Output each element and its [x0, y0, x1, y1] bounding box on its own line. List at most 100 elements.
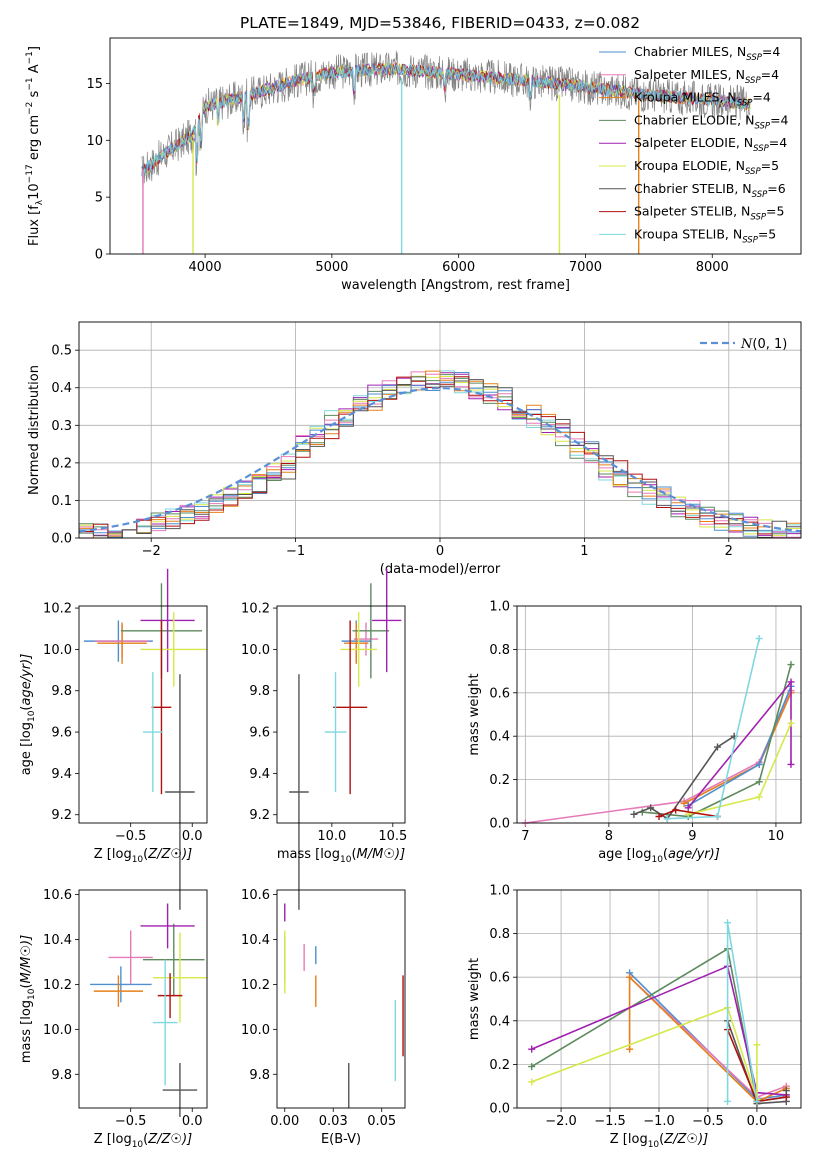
label-part: SSP — [742, 235, 758, 245]
label-part: age/yr)] — [19, 654, 34, 706]
weight-marker — [724, 1097, 732, 1105]
weight-marker — [755, 760, 763, 768]
label-part: =4 — [770, 112, 788, 127]
label-part: −1 — [25, 77, 35, 90]
y-tick-label: 9.8 — [249, 1068, 270, 1083]
weight-marker — [782, 1087, 790, 1095]
x-tick-label: 6000 — [442, 260, 475, 275]
label-part: =4 — [752, 90, 770, 105]
y-tick-label: 10.6 — [43, 888, 72, 903]
label-part: age [log — [598, 847, 651, 862]
weight-marker — [753, 1097, 761, 1105]
label-part: 10 — [132, 855, 144, 865]
y-tick-label: 9.6 — [249, 726, 270, 741]
mass_vs_Z-axes: −0.5 0.0 9.8 10.0 10.2 10.4 10.6 — [43, 888, 203, 1129]
residuals-axes: −2 −1 0 1 2 0.0 0.1 0.2 0.3 0.4 0.5 — [51, 322, 801, 559]
y-tick-label: 0.8 — [489, 643, 510, 658]
y-tick-label: 15 — [86, 77, 103, 92]
label-part: =5 — [758, 226, 776, 241]
histogram-steps — [79, 376, 801, 539]
y-tick-label: 10.0 — [43, 1023, 72, 1038]
legend-label: Salpeter STELIB, NSSP=5 — [634, 204, 784, 223]
age_vs_Z-xlabel: Z [log10(Z/Z☉)] — [94, 847, 192, 865]
label-part: 10 — [648, 1140, 660, 1150]
spectrum-ylabel: Flux [fλ10−17 erg cm−2 s−1 A−1] — [25, 46, 45, 246]
x-tick-label: 10 — [768, 829, 785, 844]
spectrum-axes: 4000 5000 6000 7000 8000 0 5 10 15 — [86, 77, 728, 275]
normal-curve — [78, 386, 802, 533]
y-tick-label: 9.2 — [51, 808, 72, 823]
x-tick-label: −0.5 — [115, 1114, 147, 1129]
y-tick-label: 0.6 — [489, 686, 510, 701]
legend-label: Chabrier STELIB, NSSP=6 — [634, 181, 786, 200]
weight-line — [525, 690, 792, 824]
x-tick-label: 0.0 — [182, 1114, 203, 1129]
label-part: age/yr)] — [668, 847, 720, 862]
legend-label: Salpeter MILES, NSSP=4 — [634, 67, 779, 86]
weight-marker — [713, 743, 721, 751]
x-tick-label: 0.00 — [270, 1114, 299, 1129]
y-tick-label: 9.6 — [51, 726, 72, 741]
legend-label: Kroupa ELODIE, NSSP=5 — [634, 158, 779, 177]
weight-marker — [782, 1093, 790, 1101]
legend-label: Salpeter ELODIE, NSSP=4 — [634, 135, 787, 154]
y-tick-label: 0.5 — [51, 344, 72, 359]
weight_vs_age-xlabel: age [log10(age/yr)] — [598, 847, 720, 865]
age_vs_mass-frame — [276, 605, 406, 824]
label-part: Salpeter MILES, N — [634, 67, 745, 82]
y-tick-label: 5 — [95, 191, 103, 206]
label-part: SSP — [750, 213, 766, 223]
y-tick-label: 9.4 — [249, 767, 270, 782]
x-tick-label: 7000 — [569, 260, 602, 275]
x-tick-label: −1 — [286, 544, 305, 559]
label-part: N — [740, 337, 753, 352]
y-tick-label: 10.2 — [43, 978, 72, 993]
label-part: SSP — [745, 76, 761, 86]
weight-marker — [528, 1063, 536, 1071]
x-tick-label: −0.5 — [115, 829, 147, 844]
histogram-steps — [79, 370, 801, 539]
label-part: 10 — [27, 183, 42, 200]
spectrum-line — [141, 62, 751, 179]
figure-title: PLATE=1849, MJD=53846, FIBERID=0433, z=0… — [240, 14, 640, 32]
label-part: Kroupa STELIB, N — [634, 226, 742, 241]
weight-marker — [724, 919, 732, 927]
label-part: Z [log — [610, 1132, 648, 1147]
weight_vs_age-marks — [521, 635, 795, 827]
normal-legend-label: N(0, 1) — [740, 337, 787, 352]
x-tick-label: 0.05 — [367, 1114, 396, 1129]
weight-marker — [647, 804, 655, 812]
label-part: ( — [19, 706, 34, 711]
y-tick-label: 9.8 — [249, 684, 270, 699]
label-part: =4 — [762, 44, 780, 59]
spectrum-marks — [141, 50, 751, 254]
label-part: erg cm — [27, 115, 42, 164]
label-part: SSP — [753, 144, 769, 154]
label-part: =6 — [767, 181, 785, 196]
weight-marker — [655, 812, 663, 820]
label-part: Salpeter ELODIE, N — [634, 135, 753, 150]
age_vs_mass-xlabel: mass [log10(M/M☉)] — [277, 847, 405, 865]
mass_vs_Z-marks — [90, 903, 207, 1117]
label-part: Normed distribution — [27, 365, 42, 495]
y-tick-label: 9.4 — [51, 767, 72, 782]
y-tick-label: 0.2 — [51, 456, 72, 471]
y-tick-label: 0.8 — [489, 927, 510, 942]
x-tick-label: 0.0 — [747, 1114, 768, 1129]
weight-marker — [787, 661, 795, 669]
label-part: SSP — [754, 121, 770, 131]
label-part: =4 — [761, 67, 779, 82]
y-tick-label: 9.8 — [51, 1068, 72, 1083]
label-part: SSP — [745, 167, 761, 177]
weight-line — [531, 965, 787, 1096]
y-tick-label: 10.0 — [43, 643, 72, 658]
age_vs_mass-marks — [289, 568, 402, 910]
y-tick-label: 0.0 — [51, 532, 72, 547]
label-part: Chabrier MILES, N — [634, 44, 746, 59]
x-tick-label: 2 — [725, 544, 733, 559]
mass_vs_Z-xlabel: Z [log10(Z/Z☉)] — [94, 1132, 192, 1150]
weight-line — [531, 1006, 758, 1100]
label-part: ( — [659, 1132, 664, 1147]
mass_vs_EBV-axes: 0.00 0.03 0.05 9.8 10.0 10.2 10.4 10.6 — [241, 888, 396, 1129]
